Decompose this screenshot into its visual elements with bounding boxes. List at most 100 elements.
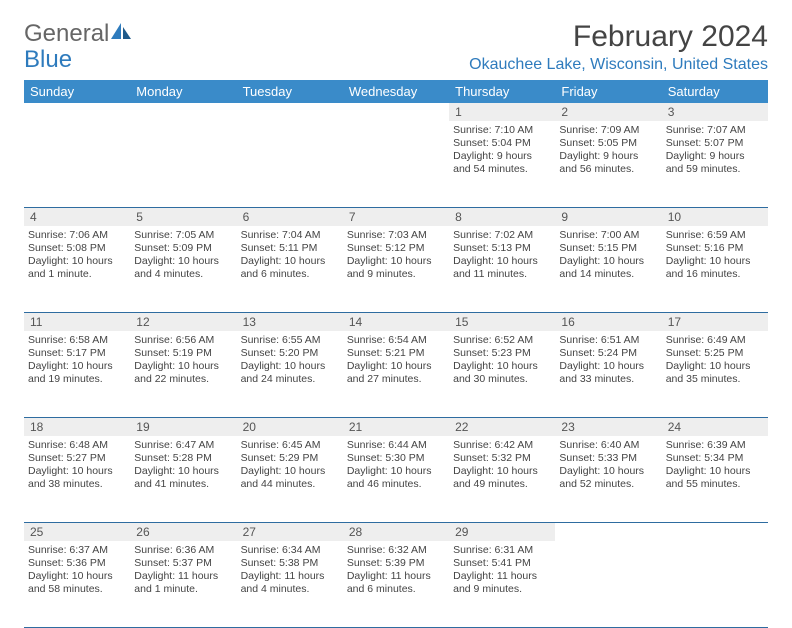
sunset-text: Sunset: 5:11 PM <box>241 242 339 255</box>
sunset-text: Sunset: 5:21 PM <box>347 347 445 360</box>
day-number: 11 <box>24 313 130 332</box>
col-wednesday: Wednesday <box>343 80 449 103</box>
sunrise-text: Sunrise: 7:03 AM <box>347 229 445 242</box>
col-monday: Monday <box>130 80 236 103</box>
day-number: 2 <box>555 103 661 121</box>
day-cell: Sunrise: 6:44 AMSunset: 5:30 PMDaylight:… <box>343 436 449 523</box>
daylight-text: Daylight: 10 hours and 4 minutes. <box>134 255 232 281</box>
day-number: 29 <box>449 523 555 542</box>
daylight-text: Daylight: 10 hours and 52 minutes. <box>559 465 657 491</box>
day-details: Sunrise: 6:59 AMSunset: 5:16 PMDaylight:… <box>662 226 768 285</box>
daylight-text: Daylight: 10 hours and 19 minutes. <box>28 360 126 386</box>
daylight-text: Daylight: 10 hours and 49 minutes. <box>453 465 551 491</box>
col-tuesday: Tuesday <box>237 80 343 103</box>
day-details: Sunrise: 6:40 AMSunset: 5:33 PMDaylight:… <box>555 436 661 495</box>
day-details: Sunrise: 6:58 AMSunset: 5:17 PMDaylight:… <box>24 331 130 390</box>
sunset-text: Sunset: 5:04 PM <box>453 137 551 150</box>
day-cell: Sunrise: 6:59 AMSunset: 5:16 PMDaylight:… <box>662 226 768 313</box>
day-details: Sunrise: 6:49 AMSunset: 5:25 PMDaylight:… <box>662 331 768 390</box>
daylight-text: Daylight: 10 hours and 22 minutes. <box>134 360 232 386</box>
day-cell: Sunrise: 6:54 AMSunset: 5:21 PMDaylight:… <box>343 331 449 418</box>
sunset-text: Sunset: 5:16 PM <box>666 242 764 255</box>
day-cell: Sunrise: 6:51 AMSunset: 5:24 PMDaylight:… <box>555 331 661 418</box>
day-details: Sunrise: 7:02 AMSunset: 5:13 PMDaylight:… <box>449 226 555 285</box>
day-cell: Sunrise: 7:07 AMSunset: 5:07 PMDaylight:… <box>662 121 768 208</box>
day-number: 12 <box>130 313 236 332</box>
day-number: 8 <box>449 208 555 227</box>
daylight-text: Daylight: 9 hours and 56 minutes. <box>559 150 657 176</box>
daylight-text: Daylight: 10 hours and 16 minutes. <box>666 255 764 281</box>
day-cell: Sunrise: 6:52 AMSunset: 5:23 PMDaylight:… <box>449 331 555 418</box>
day-number: 19 <box>130 418 236 437</box>
title-block: February 2024 Okauchee Lake, Wisconsin, … <box>469 20 768 74</box>
day-cell: Sunrise: 6:39 AMSunset: 5:34 PMDaylight:… <box>662 436 768 523</box>
day-details: Sunrise: 7:03 AMSunset: 5:12 PMDaylight:… <box>343 226 449 285</box>
sunset-text: Sunset: 5:24 PM <box>559 347 657 360</box>
sunset-text: Sunset: 5:25 PM <box>666 347 764 360</box>
day-details: Sunrise: 7:04 AMSunset: 5:11 PMDaylight:… <box>237 226 343 285</box>
col-sunday: Sunday <box>24 80 130 103</box>
day-cell: Sunrise: 6:49 AMSunset: 5:25 PMDaylight:… <box>662 331 768 418</box>
daylight-text: Daylight: 10 hours and 58 minutes. <box>28 570 126 596</box>
daylight-text: Daylight: 9 hours and 59 minutes. <box>666 150 764 176</box>
sunrise-text: Sunrise: 6:58 AM <box>28 334 126 347</box>
daylight-text: Daylight: 11 hours and 6 minutes. <box>347 570 445 596</box>
sunset-text: Sunset: 5:36 PM <box>28 557 126 570</box>
day-number: 10 <box>662 208 768 227</box>
day-number: 16 <box>555 313 661 332</box>
calendar-page: General February 2024 Okauchee Lake, Wis… <box>0 0 792 612</box>
daylight-text: Daylight: 10 hours and 33 minutes. <box>559 360 657 386</box>
day-details: Sunrise: 6:34 AMSunset: 5:38 PMDaylight:… <box>237 541 343 600</box>
sunset-text: Sunset: 5:39 PM <box>347 557 445 570</box>
daylight-text: Daylight: 10 hours and 55 minutes. <box>666 465 764 491</box>
day-number: 15 <box>449 313 555 332</box>
day-cell: Sunrise: 7:04 AMSunset: 5:11 PMDaylight:… <box>237 226 343 313</box>
day-cell <box>662 541 768 628</box>
brand-part1: General <box>24 20 109 48</box>
week-row: Sunrise: 6:37 AMSunset: 5:36 PMDaylight:… <box>24 541 768 628</box>
day-number: 4 <box>24 208 130 227</box>
week-row: Sunrise: 7:06 AMSunset: 5:08 PMDaylight:… <box>24 226 768 313</box>
day-cell <box>555 541 661 628</box>
col-thursday: Thursday <box>449 80 555 103</box>
sunrise-text: Sunrise: 7:05 AM <box>134 229 232 242</box>
day-cell: Sunrise: 6:42 AMSunset: 5:32 PMDaylight:… <box>449 436 555 523</box>
day-number: 27 <box>237 523 343 542</box>
week-row: Sunrise: 6:48 AMSunset: 5:27 PMDaylight:… <box>24 436 768 523</box>
sunrise-text: Sunrise: 7:06 AM <box>28 229 126 242</box>
day-cell: Sunrise: 7:02 AMSunset: 5:13 PMDaylight:… <box>449 226 555 313</box>
day-number: 22 <box>449 418 555 437</box>
day-details: Sunrise: 6:54 AMSunset: 5:21 PMDaylight:… <box>343 331 449 390</box>
sunset-text: Sunset: 5:30 PM <box>347 452 445 465</box>
month-title: February 2024 <box>469 20 768 54</box>
day-number: 13 <box>237 313 343 332</box>
day-number <box>662 523 768 542</box>
daylight-text: Daylight: 11 hours and 9 minutes. <box>453 570 551 596</box>
sunrise-text: Sunrise: 7:04 AM <box>241 229 339 242</box>
sunset-text: Sunset: 5:20 PM <box>241 347 339 360</box>
sunrise-text: Sunrise: 6:31 AM <box>453 544 551 557</box>
daylight-text: Daylight: 10 hours and 11 minutes. <box>453 255 551 281</box>
daylight-text: Daylight: 10 hours and 24 minutes. <box>241 360 339 386</box>
sunrise-text: Sunrise: 7:07 AM <box>666 124 764 137</box>
daylight-text: Daylight: 10 hours and 14 minutes. <box>559 255 657 281</box>
sunrise-text: Sunrise: 6:51 AM <box>559 334 657 347</box>
day-number: 18 <box>24 418 130 437</box>
day-cell: Sunrise: 6:48 AMSunset: 5:27 PMDaylight:… <box>24 436 130 523</box>
sunset-text: Sunset: 5:15 PM <box>559 242 657 255</box>
day-number: 28 <box>343 523 449 542</box>
daynum-row: 2526272829 <box>24 523 768 542</box>
sunrise-text: Sunrise: 7:02 AM <box>453 229 551 242</box>
day-number: 3 <box>662 103 768 121</box>
day-cell: Sunrise: 7:05 AMSunset: 5:09 PMDaylight:… <box>130 226 236 313</box>
sunset-text: Sunset: 5:27 PM <box>28 452 126 465</box>
daylight-text: Daylight: 10 hours and 6 minutes. <box>241 255 339 281</box>
sunset-text: Sunset: 5:05 PM <box>559 137 657 150</box>
daylight-text: Daylight: 10 hours and 9 minutes. <box>347 255 445 281</box>
daylight-text: Daylight: 10 hours and 44 minutes. <box>241 465 339 491</box>
day-number: 26 <box>130 523 236 542</box>
day-number: 24 <box>662 418 768 437</box>
daylight-text: Daylight: 9 hours and 54 minutes. <box>453 150 551 176</box>
sail-icon <box>109 20 135 48</box>
sunrise-text: Sunrise: 6:32 AM <box>347 544 445 557</box>
